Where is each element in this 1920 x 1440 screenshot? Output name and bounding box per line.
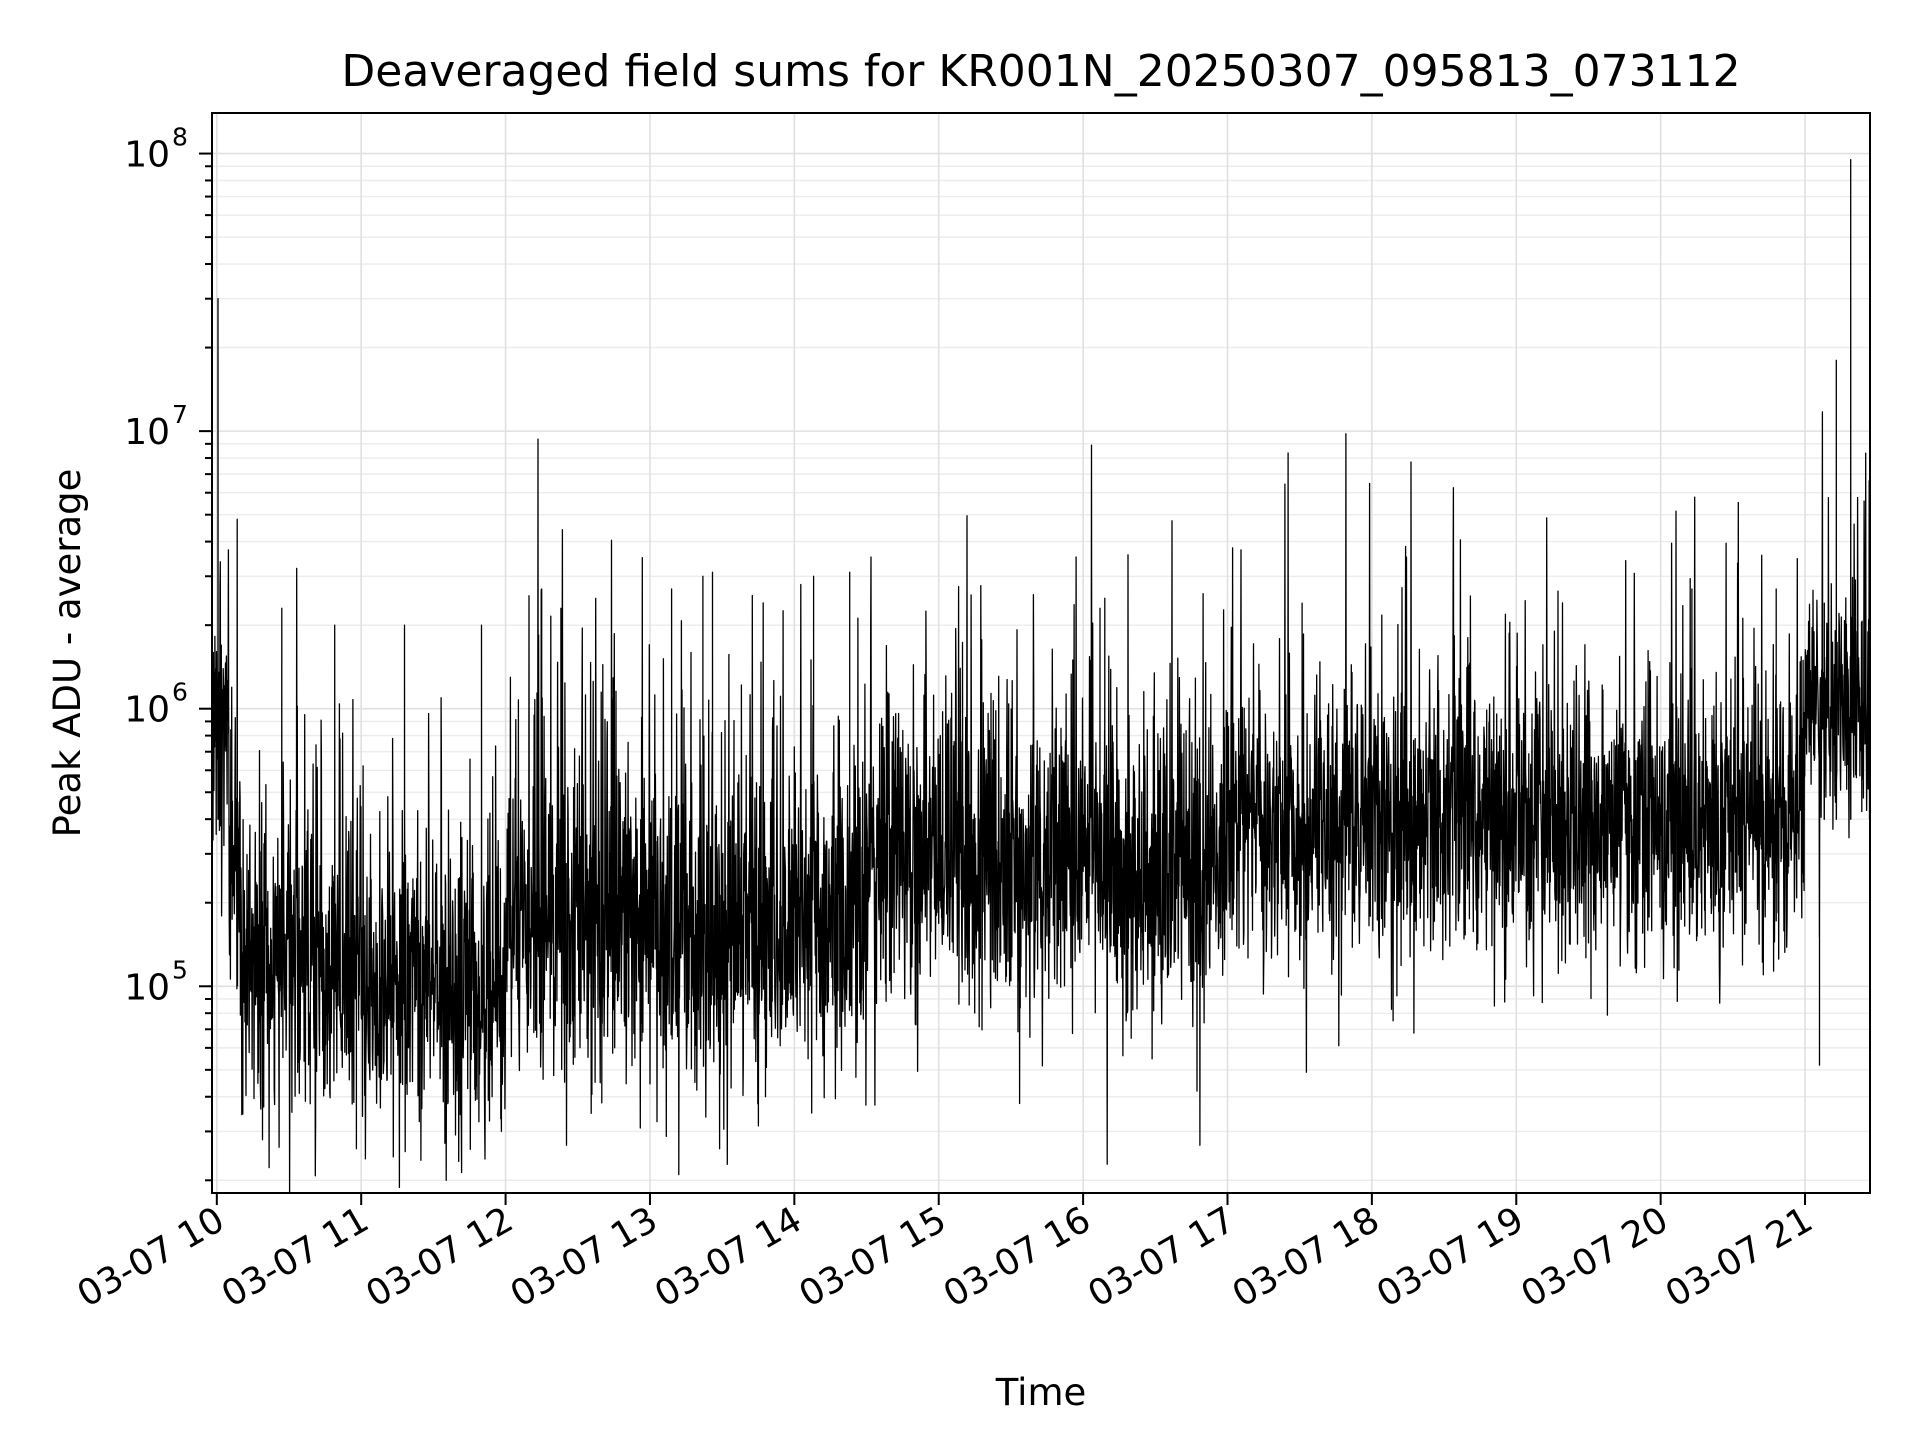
x-tick-label: 03-07 18 — [1226, 1199, 1387, 1315]
y-tick-exponent: 6 — [172, 678, 188, 707]
chart-title: Deaveraged field sums for KR001N_2025030… — [341, 46, 1740, 97]
x-tick-label: 03-07 19 — [1370, 1199, 1531, 1315]
x-tick-label: 03-07 21 — [1659, 1199, 1820, 1315]
y-tick-exponent: 7 — [172, 400, 188, 429]
x-tick-label: 03-07 17 — [1081, 1199, 1242, 1315]
x-tick-label: 03-07 13 — [504, 1199, 665, 1315]
y-tick-label: 10 — [124, 412, 170, 453]
y-tick-exponent: 5 — [172, 955, 188, 984]
y-tick-label: 10 — [124, 135, 170, 176]
x-tick-label: 03-07 14 — [648, 1199, 809, 1315]
y-axis-label: Peak ADU - average — [46, 469, 89, 838]
x-tick-label: 03-07 15 — [793, 1199, 954, 1315]
y-tick-exponent: 8 — [172, 123, 188, 152]
y-tick-label: 10 — [124, 967, 170, 1008]
x-tick-label: 03-07 20 — [1514, 1199, 1675, 1315]
series-line — [211, 159, 1871, 1194]
x-tick-label: 03-07 12 — [359, 1199, 520, 1315]
x-tick-label: 03-07 10 — [71, 1199, 232, 1315]
x-axis-label: Time — [995, 1371, 1087, 1414]
x-tick-label: 03-07 11 — [215, 1199, 376, 1315]
y-tick-label: 10 — [124, 690, 170, 731]
plot-frame — [211, 112, 1871, 1194]
x-tick-label: 03-07 16 — [937, 1199, 1098, 1315]
